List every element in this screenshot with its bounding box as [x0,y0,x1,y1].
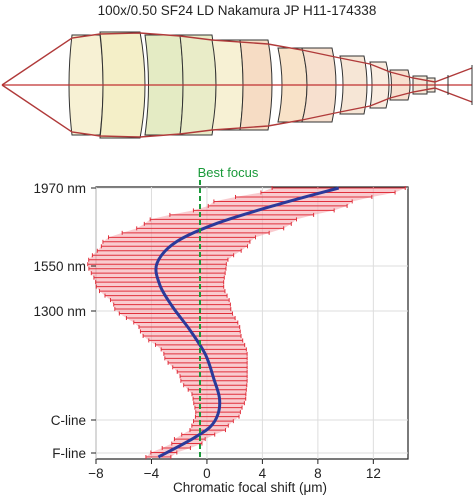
x-tick-label: 4 [259,466,267,481]
y-tick-label: 1550 nm [33,259,86,274]
end-markers [447,65,473,105]
y-axis-ticks: 1970 nm 1550 nm 1300 nm C-line F-line [33,181,96,461]
x-tick-label: −4 [144,466,160,481]
x-axis-ticks: −8 −4 0 4 8 12 [88,459,381,481]
chromatic-focal-shift-chart: Best focus 1970 nm 1550 nm 1300 nm C-line F-… [33,165,409,495]
ray-trace [1,32,473,138]
x-tick-label: −8 [88,466,103,481]
objective-lens-diagram [1,31,473,139]
y-tick-label: C-line [51,413,86,428]
figure-title: 100x/0.50 SF24 LD Nakamura JP H11-174338 [97,3,377,18]
y-tick-label: 1300 nm [33,304,86,319]
x-axis-label: Chromatic focal shift (μm) [173,480,327,495]
x-tick-label: 0 [203,466,211,481]
y-tick-label: F-line [52,446,86,461]
marginal-ray-upper [1,32,473,86]
best-focus-label: Best focus [198,165,259,180]
focal-shift-curve [154,186,340,459]
y-tick-label: 1970 nm [33,181,86,196]
marginal-ray-lower [1,84,473,138]
x-tick-label: 8 [314,466,322,481]
x-tick-label: 12 [366,466,381,481]
